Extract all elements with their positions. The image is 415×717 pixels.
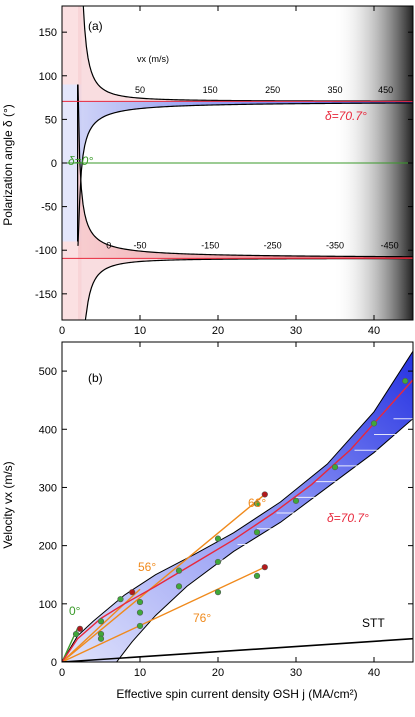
a-y-tick-label: 100 — [39, 71, 57, 83]
b-x-tick-label: 10 — [134, 667, 146, 679]
b-data-point — [72, 630, 80, 638]
b-data-point — [175, 583, 183, 590]
b-data-point — [214, 535, 222, 542]
b-y-tick-label: 300 — [39, 482, 57, 494]
b-x-tick-label: 40 — [368, 667, 380, 679]
a-contour-label-upper: 150 — [203, 85, 218, 95]
b-panel-label: (b) — [88, 371, 103, 385]
a-contour-label-upper: 350 — [327, 85, 342, 95]
b-annotation-66: 66° — [248, 496, 266, 510]
b-data-point-red — [261, 491, 268, 498]
b-data-point — [136, 622, 144, 630]
b-data-point — [292, 497, 300, 504]
b-y-tick-label: 500 — [39, 366, 57, 378]
b-data-point — [175, 567, 183, 574]
a-contour-label-lower: -450 — [381, 240, 399, 250]
a-contour-label-lower: 0 — [106, 240, 111, 250]
a-x-tick-label: 30 — [290, 325, 302, 337]
b-data-point — [97, 635, 105, 642]
b-data-point — [253, 572, 261, 579]
b-annotation-56: 56° — [138, 560, 156, 574]
a-x-tick-label: 10 — [134, 325, 146, 337]
panel-a: 50 150 250 350 450 0 -50 -150 -250 -350 -450 0 10 20… — [1, 5, 414, 337]
b-data-point — [402, 377, 409, 385]
a-y-tick-label: 150 — [39, 27, 57, 39]
b-data-point — [117, 596, 124, 603]
a-y-tick-label: -50 — [41, 202, 57, 214]
a-y-tick-label: -150 — [35, 289, 57, 301]
b-annotation-delta-70: δ=70.7° — [327, 511, 369, 525]
a-x-tick-label: 40 — [368, 325, 380, 337]
b-series-line-5 — [62, 637, 413, 662]
a-vx-label: vx (m/s) — [137, 54, 169, 64]
b-annotation-76: 76° — [193, 611, 211, 625]
b-annotation-0: 0° — [69, 604, 81, 618]
b-y-tick-label: 100 — [39, 599, 57, 611]
a-region-pink-bottom — [62, 241, 82, 320]
b-series-line-4 — [62, 379, 413, 662]
a-region-pink-top — [62, 6, 82, 85]
a-annotation-delta-70: δ=70.7° — [325, 109, 367, 123]
b-y-axis-label: Velocity vx (m/s) — [1, 461, 15, 548]
a-contour-label-lower: -50 — [133, 240, 146, 250]
b-blue-band — [62, 350, 413, 662]
a-y-tick-label: 50 — [45, 114, 57, 126]
b-x-tick-label: 30 — [290, 667, 302, 679]
b-data-point-red — [261, 564, 268, 571]
b-series-line-3 — [62, 566, 266, 662]
a-boundary-lower-top — [77, 84, 413, 258]
b-axes-frame — [61, 341, 414, 663]
b-y-tick-label: 400 — [39, 424, 57, 436]
b-data-point — [136, 598, 144, 606]
a-x-tick-label: 0 — [59, 325, 65, 337]
b-data-point-red — [76, 625, 84, 632]
a-contour-label-upper: 250 — [265, 85, 280, 95]
b-y-tick-label: 0 — [51, 657, 57, 669]
b-y-tick-label: 200 — [39, 541, 57, 553]
b-series-line-1 — [62, 588, 141, 662]
b-data-point-red — [129, 589, 136, 596]
b-data-point — [136, 609, 144, 616]
b-data-point — [214, 589, 222, 596]
a-annotation-delta-0: δ=0° — [68, 154, 93, 168]
b-x-tick-label: 0 — [59, 667, 65, 679]
a-contour-label-lower: -150 — [201, 240, 219, 250]
a-contour-label-upper: 450 — [378, 85, 393, 95]
a-y-tick-label: -100 — [35, 245, 57, 257]
a-contour-label-lower: -250 — [264, 240, 282, 250]
a-y-axis-label: Polarization angle δ (°) — [1, 104, 15, 226]
a-contour-label-upper: 50 — [135, 85, 145, 95]
b-x-axis-label: Effective spin current density ΘSH j (MA… — [116, 687, 357, 701]
a-x-tick-label: 20 — [212, 325, 224, 337]
a-panel-label: (a) — [88, 19, 103, 33]
b-annotation-stt: STT — [362, 616, 385, 630]
b-data-point — [214, 558, 222, 566]
b-x-tick-label: 20 — [212, 667, 224, 679]
b-data-point — [97, 618, 105, 625]
b-data-point — [253, 500, 261, 507]
b-data-point — [331, 463, 339, 471]
b-data-point — [253, 529, 261, 536]
a-y-tick-label: 0 — [51, 158, 57, 170]
a-boundary-upper-bottom — [77, 102, 413, 246]
b-series-line-2 — [62, 493, 266, 662]
a-red-strip-lower — [77, 258, 413, 320]
a-contour-label-lower: -350 — [326, 240, 344, 250]
b-data-point — [370, 420, 378, 427]
